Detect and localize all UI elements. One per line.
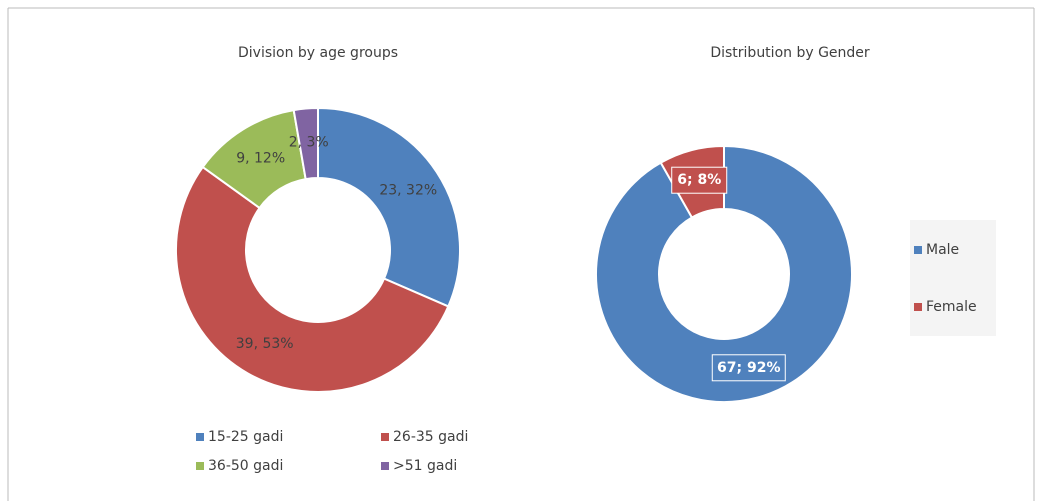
slice xyxy=(317,106,461,308)
legend-label: 15-25 gadi xyxy=(208,429,283,445)
legend-label: >51 gadi xyxy=(393,458,457,474)
chart-title: Division by age groups xyxy=(238,45,398,61)
legend-label: 36-50 gadi xyxy=(208,458,283,474)
legend-swatch xyxy=(196,433,204,441)
slice xyxy=(175,165,450,393)
label-box xyxy=(711,354,786,382)
legend-label: Female xyxy=(926,299,977,315)
legend-label: Male xyxy=(926,242,959,258)
data-label: 9, 12% xyxy=(236,150,285,166)
data-label: 2, 3% xyxy=(289,134,329,150)
data-label: 6; 8% xyxy=(677,172,721,188)
data-label: 23, 32% xyxy=(379,183,437,199)
label-box xyxy=(671,166,728,194)
legend-box xyxy=(910,220,996,336)
slice xyxy=(292,106,319,181)
legend-swatch xyxy=(914,246,922,254)
chart-title: Distribution by Gender xyxy=(710,45,870,61)
slice xyxy=(595,144,853,403)
legend-swatch xyxy=(914,303,922,311)
data-label: 67; 92% xyxy=(717,360,780,376)
legend-swatch xyxy=(196,462,204,470)
legend-swatch xyxy=(381,462,389,470)
data-label: 39, 53% xyxy=(236,336,294,352)
legend-swatch xyxy=(381,433,389,441)
legend-label: 26-35 gadi xyxy=(393,429,468,445)
